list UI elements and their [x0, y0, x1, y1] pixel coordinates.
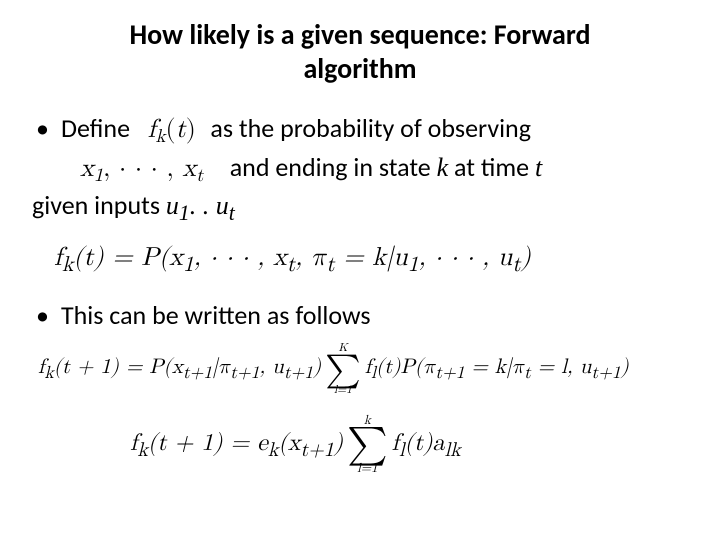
bullet-2-text: This can be written as follows [61, 298, 690, 333]
bullet-1-line2b: at time [454, 151, 529, 183]
bullet-1-cont: x1, · · · , xt and ending in state k at … [80, 150, 690, 189]
equation-2: fk(t + 1) = P(xt+1|πt+1, ut+1) K ∑ l=1 f… [38, 343, 690, 396]
slide: How likely is a given sequence: Forward … [0, 0, 720, 540]
bullet-1-text: Define fk(t) as the probability of obser… [61, 111, 690, 150]
sum-symbol-2: k ∑ l=1 [347, 414, 388, 475]
bullet-1-mid: as the probability of observing [210, 112, 531, 144]
math-seq: x1, · · · , xt [80, 156, 212, 182]
equation-1: fk(t) = P(x1, · · · , xt, πt = k|u1, · ·… [54, 241, 690, 280]
equation-3: fk(t + 1) = ek(xt+1) k ∑ l=1 fl(t)alk [130, 414, 690, 475]
bullet-1-pre: Define [61, 112, 130, 144]
bullet-1: • Define fk(t) as the probability of obs… [30, 111, 690, 150]
bullet-1-line2a: and ending in state [230, 151, 431, 183]
slide-title: How likely is a given sequence: Forward … [70, 18, 650, 85]
math-u1: u1. . ut [166, 191, 235, 220]
math-var-k: k [437, 153, 449, 182]
sum-symbol-1: K ∑ l=1 [325, 343, 360, 396]
math-fk-t: fk(t) [148, 117, 205, 143]
slide-body: • Define fk(t) as the probability of obs… [30, 111, 690, 475]
bullet-dot-icon: • [36, 298, 49, 333]
math-var-t: t [535, 153, 542, 182]
bullet-2: • This can be written as follows [30, 298, 690, 333]
bullet-1-line3: given inputs u1. . ut [32, 188, 690, 228]
bullet-dot-icon: • [36, 111, 49, 146]
